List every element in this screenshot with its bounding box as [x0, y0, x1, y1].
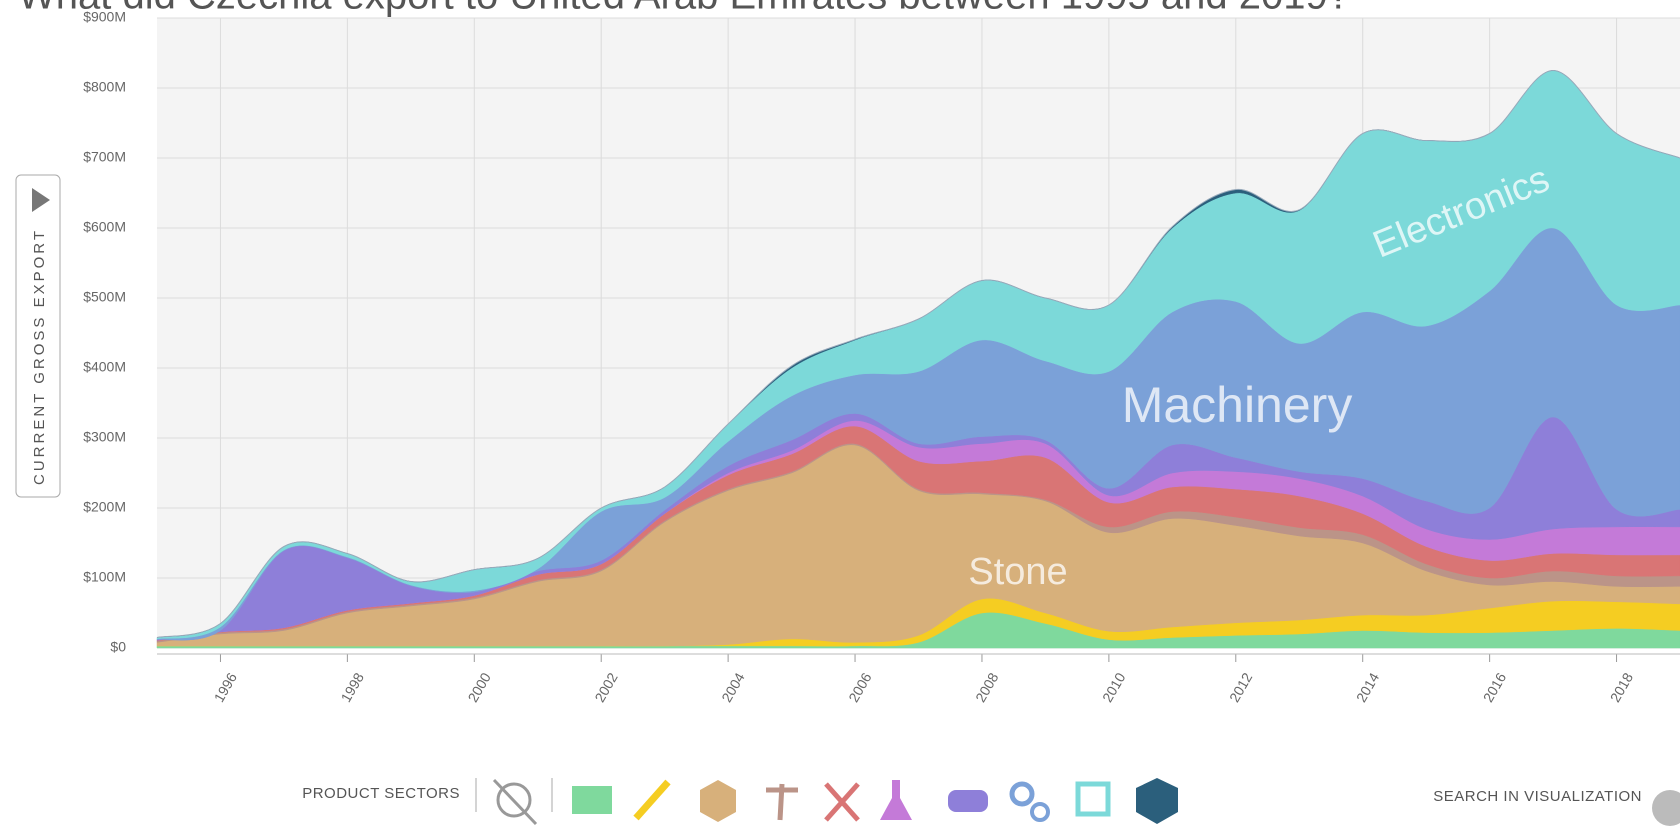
x-tick-label: 2006: [845, 670, 875, 705]
area-label: Stone: [968, 551, 1067, 593]
button-frame[interactable]: [15, 174, 61, 498]
search-button[interactable]: [1652, 790, 1680, 826]
icon-other[interactable]: [1136, 778, 1178, 824]
icon-machinery[interactable]: [1009, 781, 1035, 807]
outline: [156, 69, 1680, 638]
icon-agriculture[interactable]: [633, 779, 671, 821]
y-tick-label: $600M: [83, 219, 126, 235]
y-tick-label: $100M: [83, 569, 126, 585]
x-tick-label: 1996: [211, 670, 241, 705]
icon-metals[interactable]: [824, 782, 860, 822]
area-label: Machinery: [1122, 377, 1353, 433]
y-tick-label: $200M: [83, 499, 126, 515]
icon-services[interactable]: [496, 782, 532, 818]
search-label[interactable]: SEARCH IN VISUALIZATION: [1433, 788, 1642, 805]
x-tick-label: 2004: [718, 670, 748, 705]
y-tick-label: $400M: [83, 359, 126, 375]
x-tick-label: 1998: [338, 670, 368, 705]
y-tick-label: $300M: [83, 429, 126, 445]
y-tick-label: $900M: [83, 9, 126, 25]
x-tick-label: 2010: [1099, 670, 1129, 705]
icon-electronics[interactable]: [1075, 781, 1111, 817]
icon-services-strike: [492, 778, 538, 826]
button-arrow[interactable]: [32, 188, 50, 212]
y-axis-button[interactable]: CURRENT GROSS EXPORT: [15, 174, 61, 498]
x-tick-label: 2002: [591, 670, 621, 705]
y-tick-label: $0: [110, 639, 126, 655]
y-tick-label: $800M: [83, 79, 126, 95]
icon-chemicals[interactable]: [880, 780, 912, 820]
chart-title: What did Czechia export to United Arab E…: [18, 0, 1350, 18]
y-tick-label: $500M: [83, 289, 126, 305]
y-tick-label: $700M: [83, 149, 126, 165]
x-tick-label: 2018: [1607, 670, 1637, 705]
x-tick-label: 2012: [1226, 670, 1256, 705]
y-axis-title[interactable]: CURRENT GROSS EXPORT: [31, 228, 48, 485]
icon-minerals[interactable]: [766, 783, 798, 821]
icon-vehicles[interactable]: [948, 790, 988, 812]
icon-machinery-gear: [1030, 802, 1050, 822]
icon-textiles[interactable]: [572, 786, 612, 814]
icon-stone[interactable]: [700, 780, 736, 822]
x-tick-label: 2000: [464, 670, 494, 705]
x-tick-label: 2014: [1353, 670, 1383, 705]
x-tick-label: 2008: [972, 670, 1002, 705]
sector-icons: [492, 778, 1178, 826]
x-tick-label: 2016: [1480, 670, 1510, 705]
legend-title: PRODUCT SECTORS: [302, 785, 460, 802]
